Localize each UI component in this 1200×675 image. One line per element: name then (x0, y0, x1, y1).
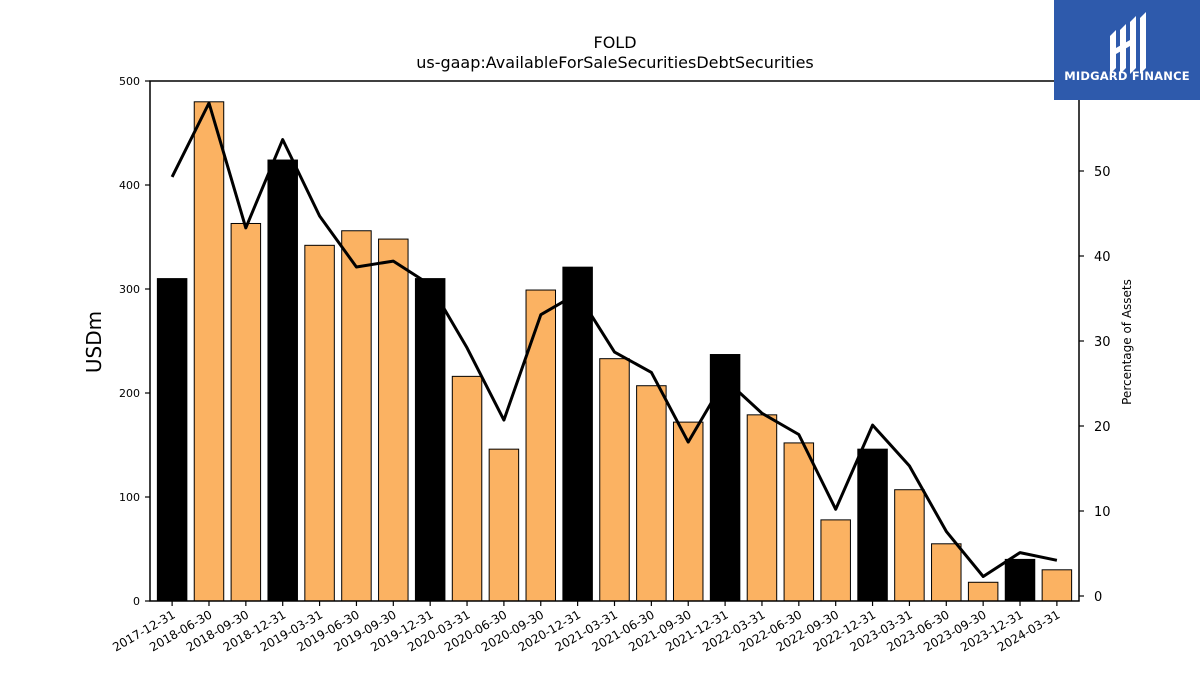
series-line (170, 101, 1058, 578)
bar-2022-12-31 (857, 448, 888, 602)
y-tick-label: 0 (133, 595, 140, 608)
bar-2018-12-31 (267, 159, 298, 602)
y2-tick-label: 40 (1094, 250, 1111, 265)
y-axis-label: USDm (82, 311, 106, 373)
bar-2023-03-31 (894, 489, 925, 602)
bar-2020-09-30 (525, 289, 557, 602)
y-tick-label: 100 (119, 491, 140, 504)
bar-2023-06-30 (931, 543, 962, 602)
bar-2021-12-31 (709, 354, 741, 602)
bar-2020-12-31 (562, 266, 593, 602)
bar-2022-09-30 (820, 519, 851, 602)
y2-tick-label: 30 (1094, 335, 1111, 350)
y2-tick-label: 20 (1094, 420, 1111, 435)
y2-axis-label: Percentage of Assets (1120, 279, 1134, 405)
bar-2023-09-30 (967, 581, 999, 602)
logo-text: MIDGARD FINANCE (1064, 69, 1190, 83)
bar-2021-06-30 (636, 385, 667, 602)
bar-2020-06-30 (488, 448, 520, 602)
bar-2019-06-30 (341, 230, 372, 602)
bar-2022-06-30 (783, 442, 815, 602)
bar-2018-06-30 (193, 101, 225, 602)
bar-2021-03-31 (599, 358, 630, 602)
bar-2019-03-31 (304, 244, 335, 602)
chart-title: FOLD (593, 33, 636, 52)
y-tick-label: 300 (119, 283, 140, 296)
bar-2017-12-31 (156, 278, 188, 602)
y2-tick-label: 0 (1094, 590, 1102, 605)
y2-tick-label: 10 (1094, 505, 1111, 520)
bar-2022-03-31 (746, 414, 778, 602)
y-tick-label: 200 (119, 387, 140, 400)
bar-2018-09-30 (230, 222, 262, 602)
y-tick-label: 400 (119, 179, 140, 192)
y2-tick-label: 50 (1094, 165, 1111, 180)
logo: MIDGARD FINANCE (1054, 0, 1200, 100)
chart-subtitle: us-gaap:AvailableForSaleSecuritiesDebtSe… (416, 53, 814, 72)
bar-2024-03-31 (1041, 569, 1073, 602)
bar-2019-12-31 (414, 278, 446, 602)
bar-2023-12-31 (1004, 558, 1036, 602)
y-tick-label: 500 (119, 75, 140, 88)
bar-2021-09-30 (672, 421, 704, 602)
logo-mark-icon (1110, 12, 1146, 74)
bar-2019-09-30 (378, 238, 409, 602)
bar-2020-03-31 (451, 375, 483, 602)
